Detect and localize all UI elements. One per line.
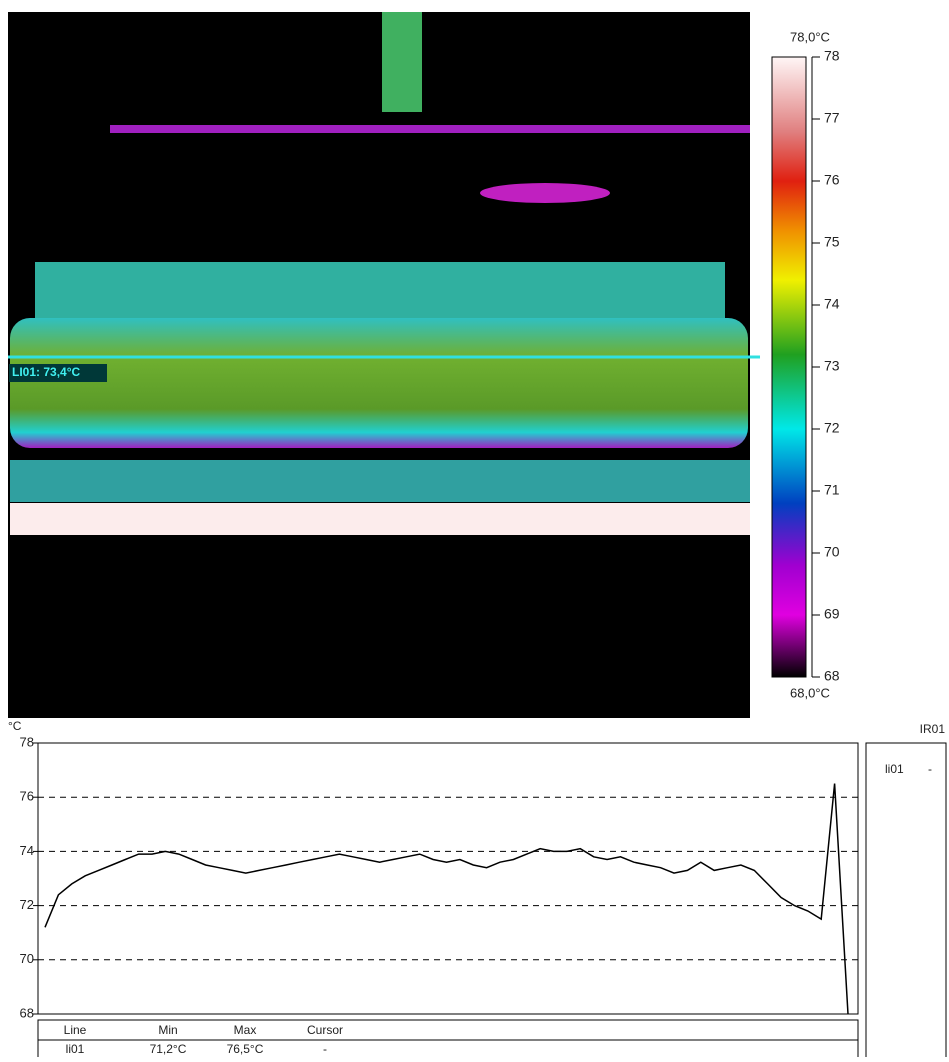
table-cell: -	[323, 1042, 327, 1056]
y-tick-label: 76	[20, 789, 34, 804]
lower-band	[10, 460, 750, 502]
y-unit: °C	[8, 719, 22, 733]
y-tick-label: 78	[20, 734, 34, 749]
line-label: LI01: 73,4°C	[12, 365, 80, 379]
table-header: Min	[158, 1023, 177, 1037]
bottom-plate	[10, 503, 750, 535]
colorbar-tick-label: 78	[824, 48, 840, 64]
main-band	[10, 318, 748, 448]
colorbar-tick-label: 72	[824, 420, 840, 436]
pipe-base	[110, 125, 750, 133]
table-cell: 71,2°C	[150, 1042, 187, 1056]
table-header: Line	[64, 1023, 87, 1037]
colorbar-tick-label: 70	[824, 544, 840, 560]
pipe	[382, 12, 422, 112]
line-label-bg	[9, 364, 107, 382]
legend-box	[865, 742, 947, 1062]
upper-band	[35, 262, 725, 322]
plot-area	[37, 742, 859, 1015]
legend-value: -	[928, 762, 932, 776]
colorbar-tick-label: 76	[824, 172, 840, 188]
colorbar-tick-label: 75	[824, 234, 840, 250]
y-tick-label: 74	[20, 843, 34, 858]
colorbar-max: 78,0°C	[790, 29, 830, 44]
y-tick-label: 72	[20, 897, 34, 912]
colorbar-tick-label: 73	[824, 358, 840, 374]
colorbar-min: 68,0°C	[790, 685, 830, 700]
colorbar-tick-label: 71	[824, 482, 840, 498]
table-header: Max	[234, 1023, 257, 1037]
hot-spot	[480, 183, 610, 203]
legend-name: li01	[885, 762, 904, 776]
y-tick-label: 68	[20, 1005, 34, 1020]
colorbar	[771, 56, 807, 678]
y-tick-label: 70	[20, 951, 34, 966]
colorbar-tick-label: 69	[824, 606, 840, 622]
colorbar-tick-label: 68	[824, 668, 840, 684]
legend-title: IR01	[920, 722, 946, 736]
table-cell: 76,5°C	[227, 1042, 264, 1056]
table-cell: li01	[66, 1042, 85, 1056]
table-header: Cursor	[307, 1023, 343, 1037]
profile-line	[44, 783, 849, 1015]
colorbar-tick-label: 77	[824, 110, 840, 126]
colorbar-tick-label: 74	[824, 296, 840, 312]
